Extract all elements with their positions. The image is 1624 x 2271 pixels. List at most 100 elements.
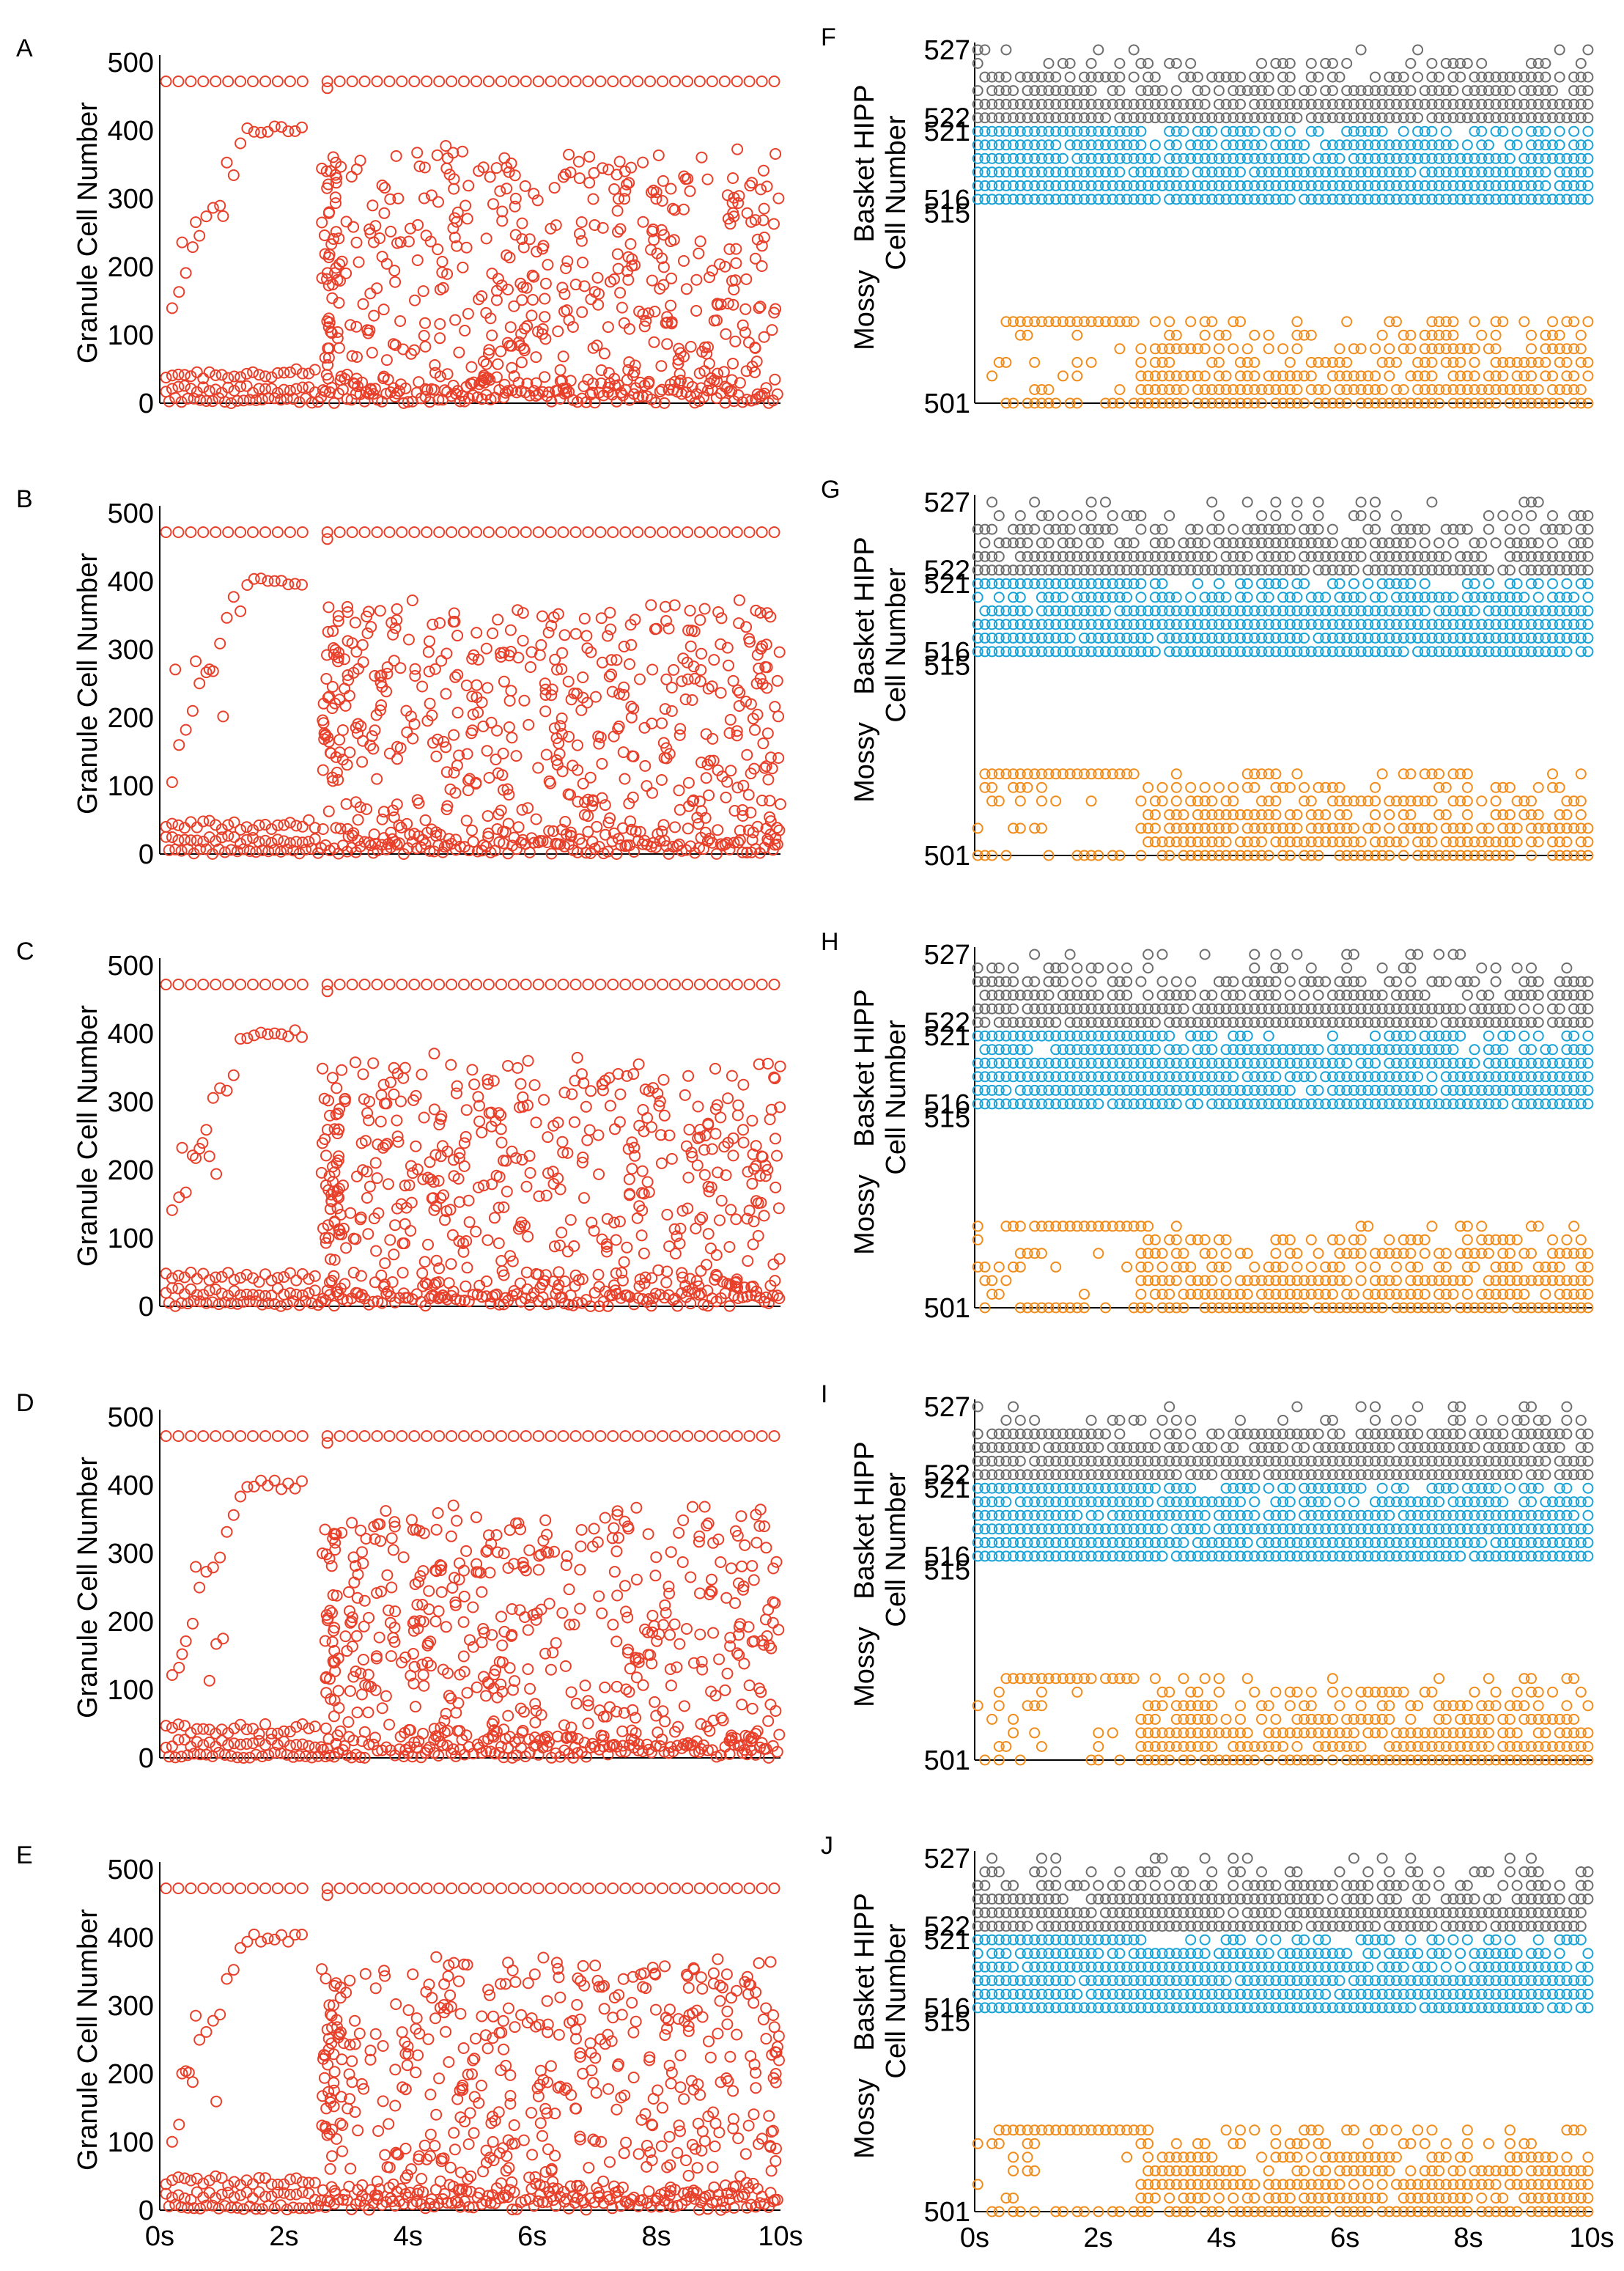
spike-point	[346, 1517, 358, 1529]
spike-point	[438, 1189, 449, 1201]
spike-point	[342, 822, 354, 835]
spike-point	[588, 1523, 600, 1535]
spike-point	[321, 649, 333, 661]
spike-point	[759, 762, 771, 774]
spike-point	[467, 1748, 479, 1760]
spike-point	[346, 76, 358, 87]
spike-point	[756, 979, 768, 990]
spike-point	[657, 279, 670, 291]
spike-point	[445, 1692, 457, 1704]
spike-point	[539, 1514, 552, 1526]
spike-point	[271, 1727, 284, 1740]
spike-point	[581, 1134, 594, 1146]
spike-point	[432, 1750, 445, 1762]
spike-point	[462, 308, 474, 320]
spike-point	[458, 1137, 470, 1149]
spike-point	[361, 324, 374, 336]
spike-point	[446, 526, 458, 538]
spike-point	[178, 380, 191, 392]
spike-point	[1178, 384, 1189, 395]
spike-point	[695, 647, 707, 660]
x-tick-label: 6s	[517, 2221, 547, 2252]
spike-point	[203, 1274, 215, 1287]
spike-point	[365, 621, 377, 633]
spike-point	[482, 526, 495, 538]
spike-point	[668, 1618, 681, 1630]
spike-point	[495, 651, 507, 663]
spike-point	[325, 1253, 336, 1265]
spike-point	[324, 1276, 336, 1289]
spike-point	[197, 1723, 210, 1735]
spike-point	[678, 203, 690, 216]
spike-point	[711, 375, 723, 388]
spike-point	[769, 1705, 782, 1717]
spike-point	[218, 1749, 231, 1761]
spike-point	[628, 1141, 641, 1154]
spike-point	[669, 821, 681, 833]
spike-point	[641, 2160, 653, 2173]
spike-point	[522, 1055, 534, 1067]
spike-point	[659, 2029, 671, 2042]
spike-point	[481, 1078, 494, 1090]
spike-point	[322, 1232, 335, 1244]
spike-point	[217, 710, 229, 723]
spike-points	[160, 979, 786, 1312]
spike-point	[185, 816, 197, 828]
spike-point	[387, 628, 399, 641]
y-axis-label: Granule Cell Number	[73, 1457, 103, 1718]
spike-point	[721, 836, 734, 849]
spike-point	[503, 251, 516, 264]
spike-point	[429, 663, 441, 675]
spike-point	[366, 347, 378, 359]
spike-point	[532, 526, 545, 538]
spike-point	[373, 1631, 385, 1644]
spike-point	[676, 1267, 688, 1279]
spike-point	[610, 654, 623, 666]
spike-point	[532, 1882, 545, 1894]
spike-point	[457, 1616, 470, 1628]
spike-point	[278, 367, 290, 379]
spike-point	[732, 2132, 745, 2144]
spike-point	[207, 2199, 218, 2212]
spike-point	[652, 1087, 664, 1100]
spike-point	[566, 1731, 578, 1743]
spike-point	[596, 1607, 608, 1619]
spike-point	[191, 821, 203, 833]
spike-point	[706, 1573, 717, 1586]
spike-point	[375, 699, 388, 711]
spike-point	[530, 390, 542, 402]
spike-point	[693, 526, 706, 538]
spike-point	[715, 638, 727, 650]
spike-point	[268, 120, 281, 133]
spike-point	[333, 1701, 345, 1714]
spike-point	[322, 351, 335, 364]
spike-point	[349, 378, 361, 390]
spike-point	[378, 1965, 390, 1977]
spike-point	[265, 2190, 278, 2203]
spike-point	[200, 666, 213, 679]
spike-point	[605, 669, 618, 680]
spike-point	[326, 1635, 339, 1648]
spike-point	[328, 1166, 341, 1179]
spike-point	[486, 1178, 498, 1190]
spike-point	[712, 1166, 724, 1179]
spike-point	[1504, 85, 1516, 97]
spike-point	[611, 1509, 624, 1521]
spike-point	[503, 1524, 516, 1536]
spike-point	[654, 282, 666, 295]
spike-point	[507, 979, 520, 990]
spike-point	[380, 1690, 392, 1702]
spike-point	[671, 2146, 684, 2159]
spike-point	[374, 605, 386, 617]
spike-point	[539, 689, 552, 701]
spike-point	[748, 1574, 760, 1586]
spike-point	[518, 1220, 531, 1232]
spike-point	[742, 1621, 755, 1633]
spike-point	[747, 713, 759, 725]
spike-point	[259, 1430, 271, 1442]
spike-point	[428, 1048, 440, 1060]
spike-point	[663, 1240, 676, 1253]
spike-point	[367, 1057, 380, 1070]
spike-point	[405, 1160, 417, 1172]
spike-point	[472, 1181, 484, 1193]
